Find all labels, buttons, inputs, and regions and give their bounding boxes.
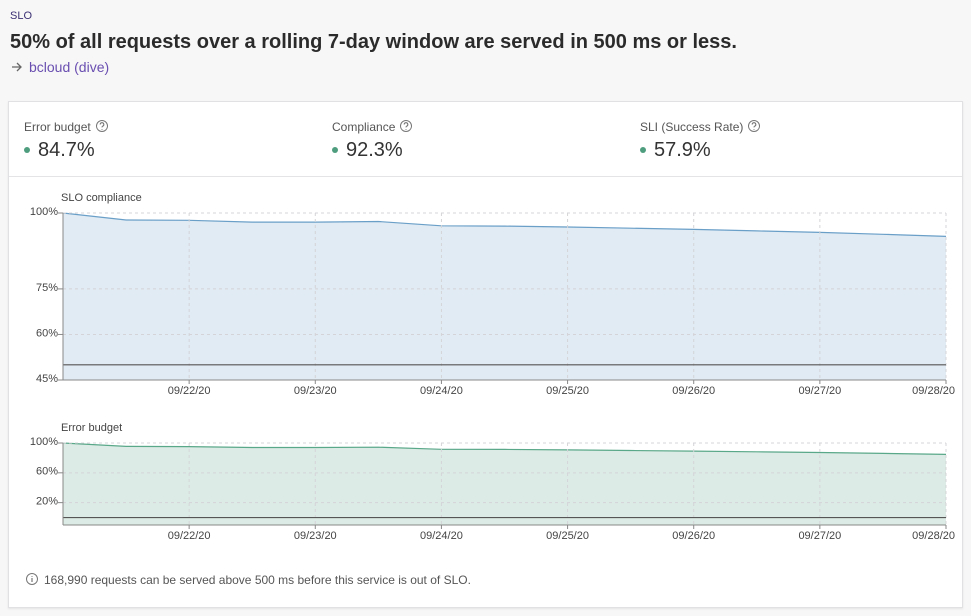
area xyxy=(63,213,946,380)
divider xyxy=(9,176,962,177)
y-tick-label: 60% xyxy=(36,466,58,478)
line xyxy=(62,212,947,237)
help-icon[interactable] xyxy=(747,119,761,133)
help-icon[interactable] xyxy=(399,119,413,133)
stat-label: Error budget xyxy=(24,120,91,134)
area xyxy=(63,443,946,525)
arrow-icon xyxy=(12,62,22,72)
x-tick-label: 09/24/20 xyxy=(420,530,463,542)
x-tick-label: 09/27/20 xyxy=(798,530,841,542)
section-label: SLO xyxy=(10,10,33,22)
x-tick-label: 09/25/20 xyxy=(546,530,589,542)
y-tick-label: 100% xyxy=(30,206,58,218)
y-tick-label: 60% xyxy=(36,327,58,339)
x-tick-label: 09/26/20 xyxy=(672,385,715,397)
stat-value: 57.9% xyxy=(654,139,711,161)
x-tick-label: 09/27/20 xyxy=(798,385,841,397)
y-tick-label: 20% xyxy=(36,496,58,508)
x-tick-label: 09/28/20 xyxy=(912,385,955,397)
x-tick-label: 09/24/20 xyxy=(420,385,463,397)
x-tick-label: 09/25/20 xyxy=(546,385,589,397)
stat-value: 92.3% xyxy=(346,139,403,161)
line xyxy=(62,442,947,455)
x-tick-label: 09/23/20 xyxy=(294,385,337,397)
stat-label: SLI (Success Rate) xyxy=(640,120,744,134)
x-tick-label: 09/22/20 xyxy=(168,530,211,542)
y-tick-label: 45% xyxy=(36,373,58,385)
page-title: 50% of all requests over a rolling 7-day… xyxy=(10,31,737,53)
status-dot xyxy=(640,147,646,153)
x-tick-label: 09/26/20 xyxy=(672,530,715,542)
y-tick-label: 75% xyxy=(36,282,58,294)
x-tick-label: 09/22/20 xyxy=(168,385,211,397)
chart-title: SLO compliance xyxy=(61,192,142,204)
y-tick-label: 100% xyxy=(30,436,58,448)
x-tick-label: 09/23/20 xyxy=(294,530,337,542)
help-icon[interactable] xyxy=(95,119,109,133)
info-icon xyxy=(26,573,38,585)
status-dot xyxy=(332,147,338,153)
stat-label: Compliance xyxy=(332,120,396,134)
x-tick-label: 09/28/20 xyxy=(912,530,955,542)
chart-title: Error budget xyxy=(61,422,122,434)
service-link[interactable]: bcloud (dive) xyxy=(29,59,110,75)
footer-note: 168,990 requests can be served above 500… xyxy=(44,573,471,587)
status-dot xyxy=(24,147,30,153)
stat-value: 84.7% xyxy=(38,139,95,161)
